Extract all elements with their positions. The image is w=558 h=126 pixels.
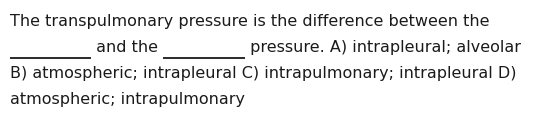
Text: B) atmospheric; intrapleural C) intrapulmonary; intrapleural D): B) atmospheric; intrapleural C) intrapul… xyxy=(10,66,517,81)
Text: pressure. A) intrapleural; alveolar: pressure. A) intrapleural; alveolar xyxy=(244,40,521,55)
Text: atmospheric; intrapulmonary: atmospheric; intrapulmonary xyxy=(10,92,245,107)
Text: and the: and the xyxy=(92,40,163,55)
Text: The transpulmonary pressure is the difference between the: The transpulmonary pressure is the diffe… xyxy=(10,14,489,29)
